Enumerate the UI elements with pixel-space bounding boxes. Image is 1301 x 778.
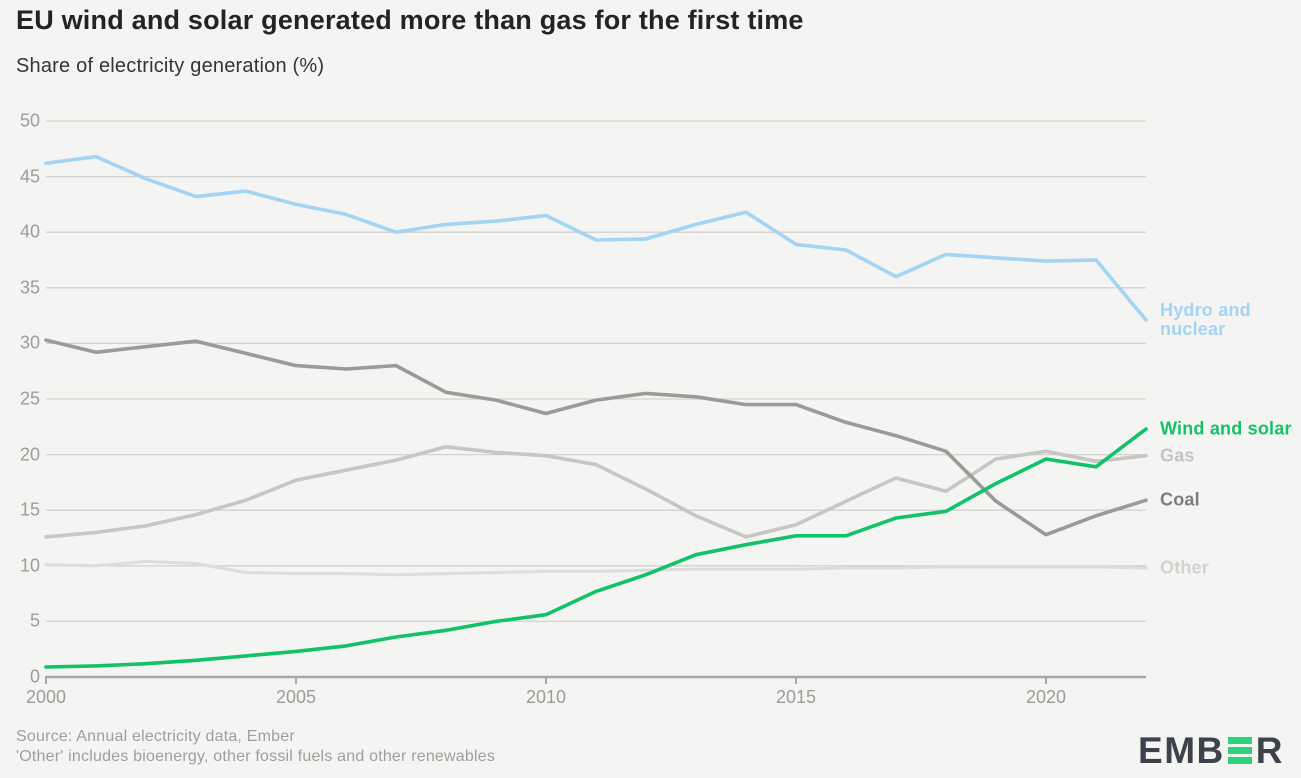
y-tick-label-10: 10 [19, 555, 40, 576]
source-note: Source: Annual electricity data, Ember [16, 728, 295, 745]
y-tick-label-0: 0 [29, 666, 40, 687]
y-tick-label-15: 15 [19, 499, 40, 520]
x-tick-label-2020: 2020 [1025, 687, 1067, 707]
ember-logo-text-prefix: EMB [1138, 730, 1225, 771]
y-tick-label-40: 40 [19, 221, 40, 242]
page-subtitle: Share of electricity generation (%) [16, 55, 325, 77]
series-lines [44, 154, 1148, 669]
x-tick-label-2005: 2005 [275, 687, 317, 707]
legend-label-gas: Gas [1160, 445, 1195, 466]
x-tick-label-2010: 2010 [525, 687, 567, 707]
series-line-coal [44, 338, 1148, 537]
y-tick-label-50: 50 [19, 110, 40, 131]
series-line-hydro-and-nuclear [44, 154, 1148, 322]
y-tick-label-30: 30 [19, 332, 40, 353]
y-tick-label-25: 25 [19, 388, 40, 409]
series-line-wind-and-solar [44, 427, 1148, 669]
series-line-other [44, 559, 1148, 577]
x-tick-label-2015: 2015 [775, 687, 817, 707]
ember-logo-text-suffix: R [1255, 730, 1284, 771]
y-tick-label-45: 45 [19, 166, 40, 187]
x-tick-label-2000: 2000 [25, 687, 67, 707]
legend-label-coal: Coal [1160, 489, 1200, 510]
y-tick-label-35: 35 [19, 277, 40, 298]
legend-label-hydro-and-nuclear: Hydro and nuclear [1160, 300, 1251, 340]
page-title: EU wind and solar generated more than ga… [16, 5, 804, 35]
y-tick-label-20: 20 [19, 444, 40, 465]
series-line-gas [44, 444, 1148, 539]
legend-label-wind-and-solar: Wind and solar [1160, 418, 1292, 439]
legend-label-other: Other [1160, 557, 1210, 578]
y-tick-label-5: 5 [29, 610, 40, 631]
ember-logo-green-e-icon [1227, 737, 1252, 764]
ember-logo: EMB R [1138, 730, 1284, 771]
x-axis [45, 675, 1146, 684]
other-definition-note: 'Other' includes bioenergy, other fossil… [16, 748, 496, 765]
